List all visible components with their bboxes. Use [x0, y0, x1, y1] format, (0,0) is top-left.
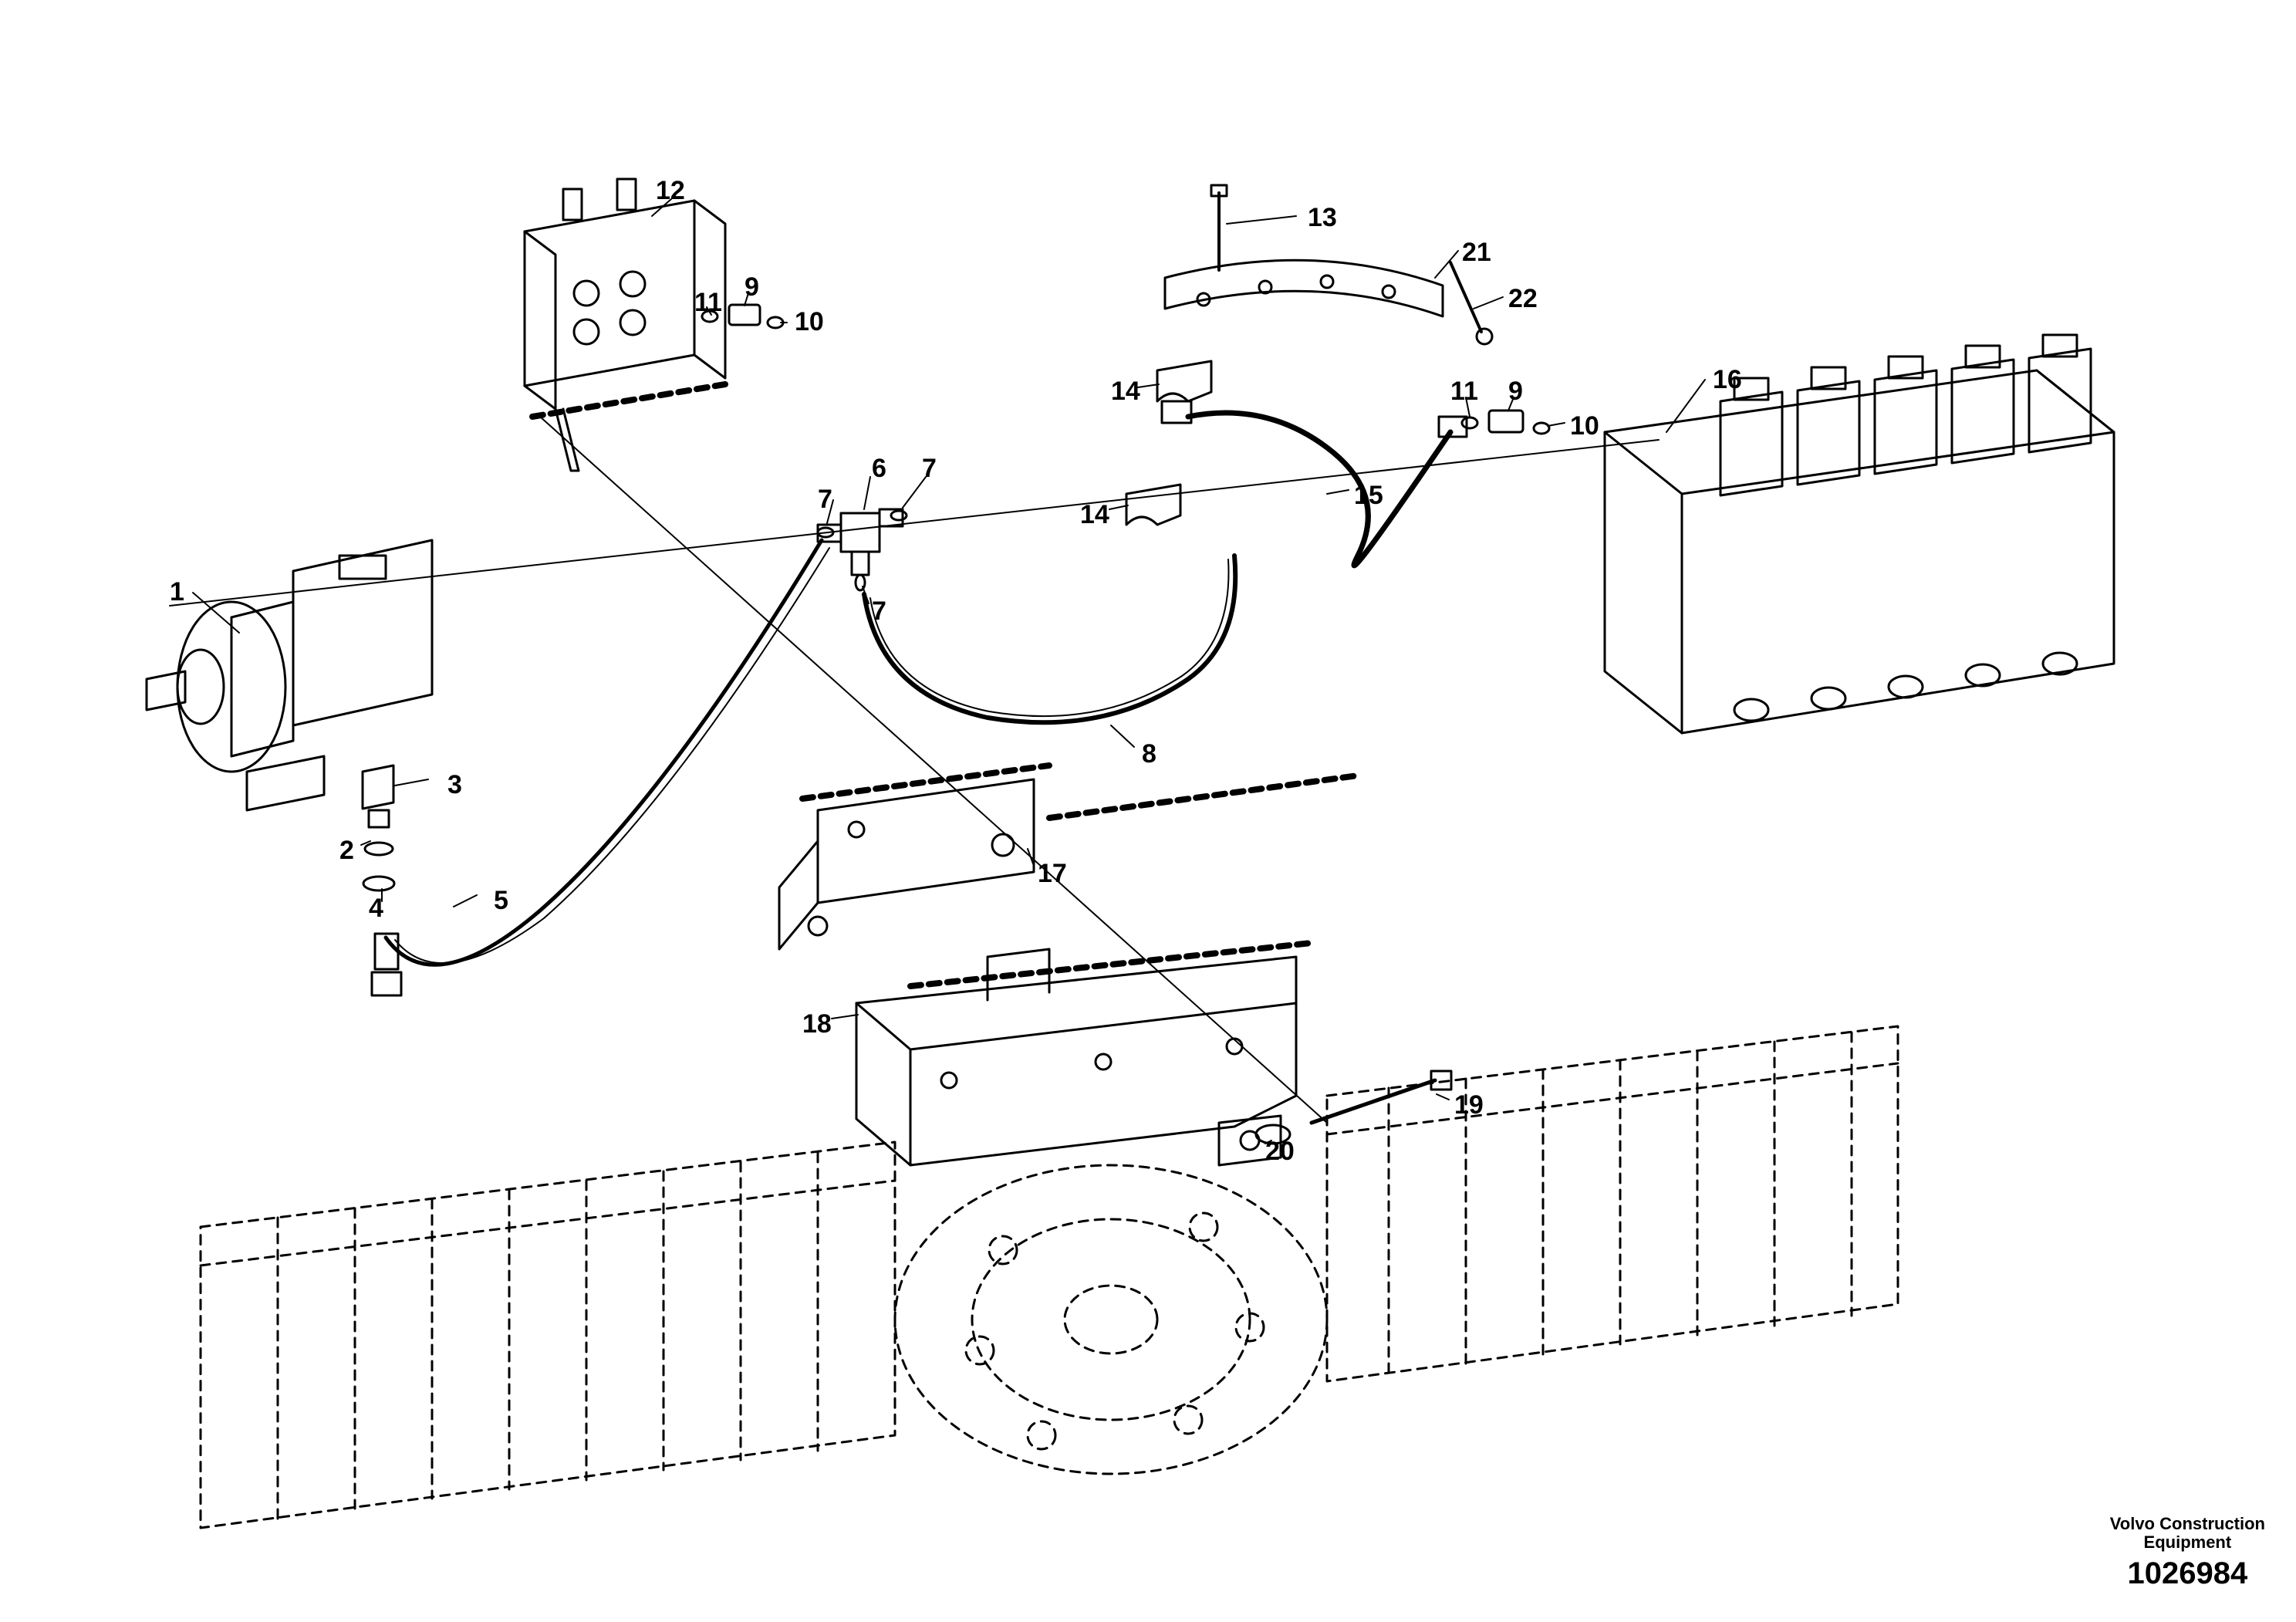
callout-15: 15 — [1354, 482, 1383, 509]
callout-3: 3 — [447, 772, 462, 798]
part-21-bracket — [1165, 260, 1443, 316]
callout-8: 8 — [1142, 741, 1156, 767]
brand-line2: Equipment — [2110, 1533, 2265, 1552]
callout-18: 18 — [802, 1011, 832, 1037]
callout-9b: 9 — [1508, 378, 1523, 404]
part-13-bolt — [1211, 185, 1227, 270]
callout-10b: 10 — [1570, 413, 1599, 439]
callout-19: 19 — [1454, 1092, 1484, 1118]
callout-17: 17 — [1038, 860, 1067, 887]
callout-5: 5 — [494, 887, 508, 914]
callout-20: 20 — [1265, 1138, 1295, 1164]
part-5-hose — [372, 540, 829, 995]
brand-line1: Volvo Construction — [2110, 1515, 2265, 1533]
diagram-canvas — [0, 0, 2296, 1622]
part-9-10-11-right — [1462, 411, 1549, 434]
footer: Volvo Construction Equipment 1026984 — [2110, 1515, 2265, 1591]
axle-phantom — [201, 1026, 1898, 1528]
callout-14b: 14 — [1080, 502, 1109, 528]
callout-12: 12 — [656, 177, 685, 204]
callout-7c: 7 — [872, 598, 886, 624]
callout-14: 14 — [1111, 378, 1140, 404]
callout-4: 4 — [369, 895, 383, 921]
part-19-20 — [1256, 1071, 1451, 1144]
drawing-number: 1026984 — [2110, 1556, 2265, 1591]
callout-1: 1 — [170, 579, 184, 605]
callout-22: 22 — [1508, 286, 1538, 312]
callout-9: 9 — [745, 274, 759, 300]
callout-13: 13 — [1308, 204, 1337, 231]
callout-2: 2 — [339, 837, 354, 863]
callout-16: 16 — [1713, 367, 1742, 393]
part-18-bracket — [856, 949, 1296, 1165]
part-8-hose — [864, 556, 1235, 722]
part-6-7-tee — [818, 509, 907, 590]
callout-21: 21 — [1462, 239, 1491, 265]
callout-7b: 7 — [922, 455, 937, 482]
callout-11: 11 — [694, 289, 722, 316]
callout-10: 10 — [795, 309, 824, 335]
part-17-bracket — [779, 779, 1034, 949]
callout-7: 7 — [818, 486, 832, 512]
part-16-valve-bank — [1605, 335, 2114, 733]
part-12-valve — [525, 179, 725, 471]
part-15-hose — [1188, 413, 1450, 566]
callout-11b: 11 — [1450, 378, 1478, 404]
callout-6: 6 — [872, 455, 886, 482]
